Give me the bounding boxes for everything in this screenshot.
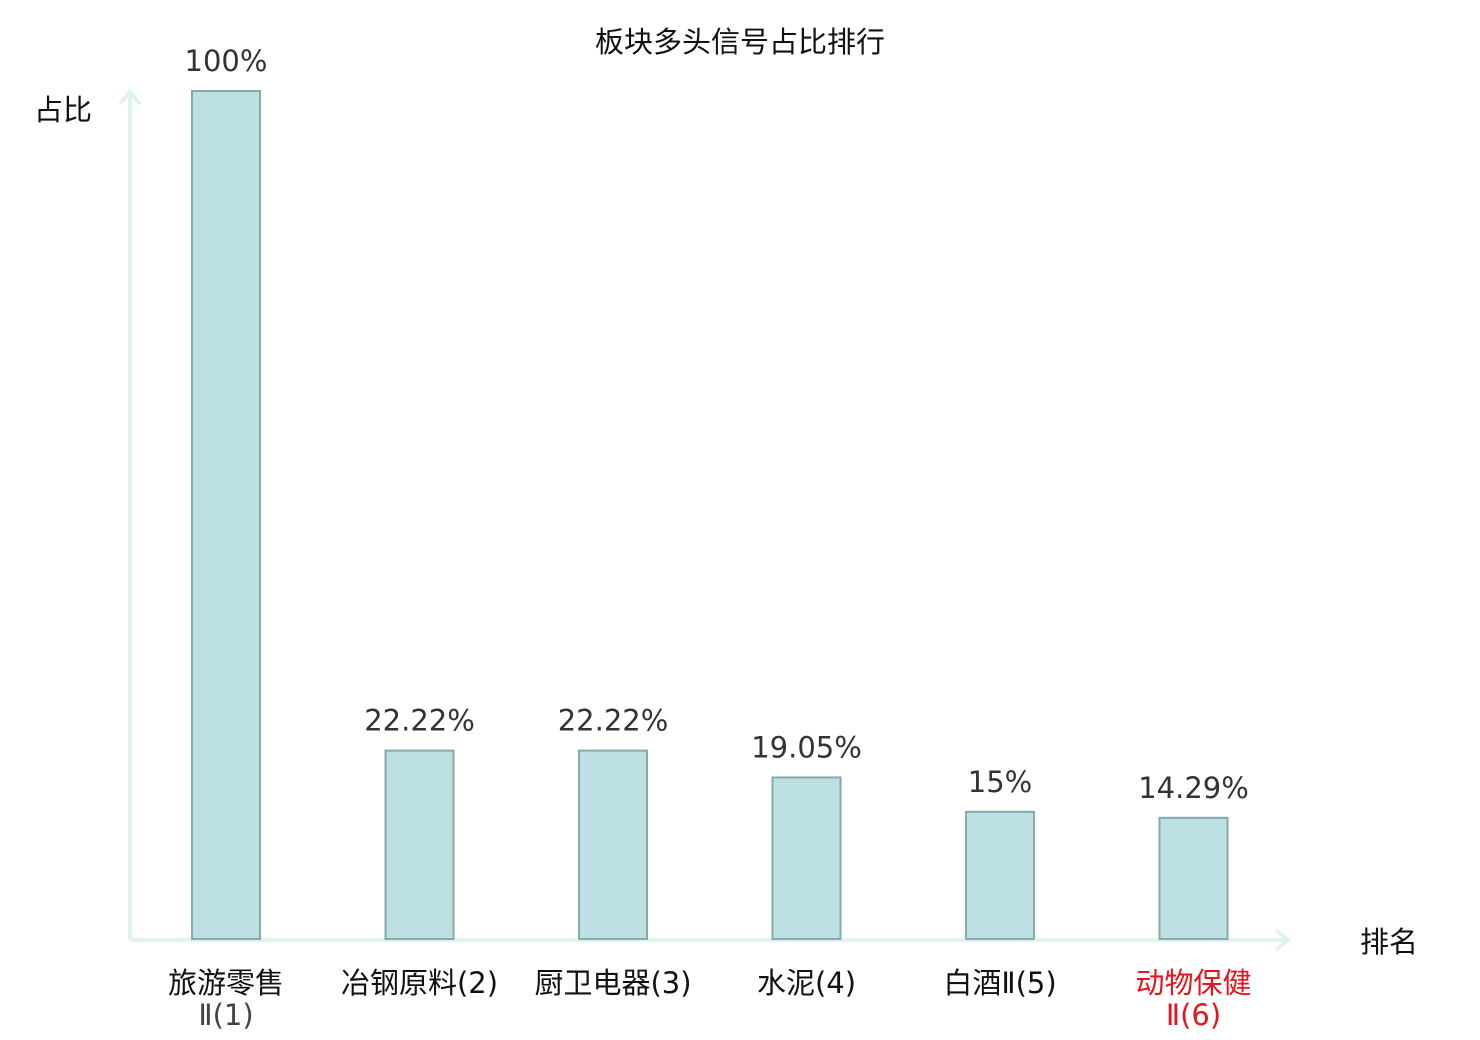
bar-3	[578, 749, 648, 940]
value-labels-group: 100% 22.22% 22.22% 19.05% 15% 14.29%	[185, 44, 1249, 805]
category-rank-label-6: Ⅱ(6)	[1166, 998, 1221, 1032]
category-label-5: 白酒Ⅱ(5)	[943, 966, 1056, 1000]
value-label-1: 100%	[185, 44, 268, 78]
value-label-2: 22.22%	[364, 704, 475, 738]
bar-5	[965, 810, 1035, 940]
value-label-5: 15%	[968, 765, 1032, 799]
bar-6	[1158, 816, 1229, 940]
x-axis-label: 排名	[1360, 925, 1418, 959]
x-axis-arrow-icon	[1274, 928, 1292, 952]
bars-group	[191, 90, 1229, 940]
value-label-6: 14.29%	[1138, 771, 1249, 805]
value-label-4: 19.05%	[751, 730, 862, 764]
category-label-4: 水泥(4)	[757, 966, 856, 1000]
chart-title: 板块多头信号占比排行	[595, 25, 885, 59]
y-axis-label: 占比	[34, 93, 92, 127]
value-label-3: 22.22%	[558, 704, 669, 738]
category-label-6: 动物保健	[1135, 966, 1251, 1000]
bar-4	[771, 776, 842, 940]
bar-1	[191, 90, 261, 940]
y-axis-arrow-icon	[118, 88, 142, 106]
bar-2	[384, 749, 455, 940]
category-label-2: 冶钢原料(2)	[341, 966, 498, 1000]
category-label-1: 旅游零售	[168, 966, 284, 1000]
category-rank-label-1: Ⅱ(1)	[198, 998, 253, 1032]
category-label-3: 厨卫电器(3)	[534, 966, 691, 1000]
